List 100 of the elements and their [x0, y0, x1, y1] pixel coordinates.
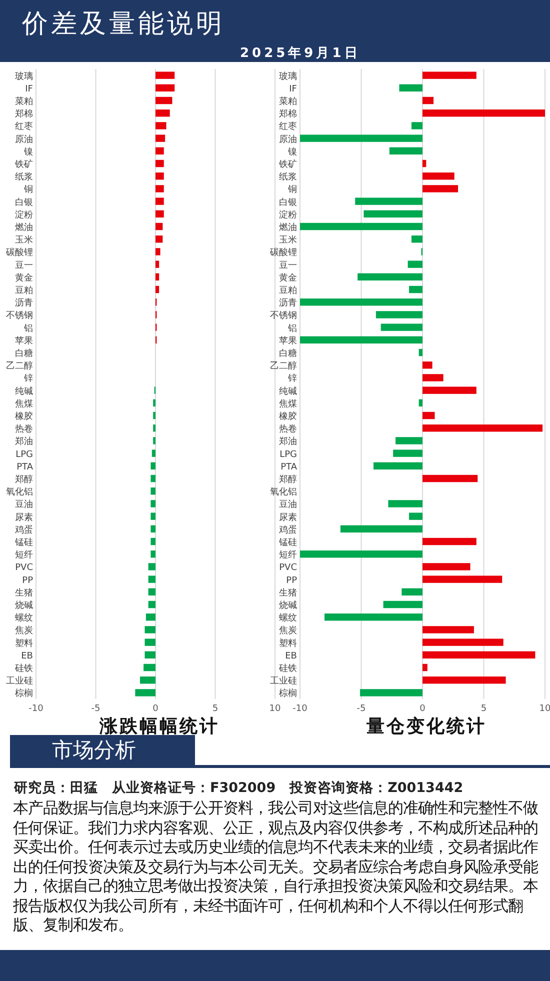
bar — [300, 336, 422, 344]
x-tick-label: -5 — [356, 704, 366, 714]
y-tick-label: 纯碱 — [279, 386, 297, 397]
bar — [135, 689, 156, 696]
y-tick-label: 纯碱 — [15, 386, 33, 397]
bar — [144, 626, 156, 634]
bar — [156, 172, 164, 180]
bar — [409, 286, 422, 294]
bar — [150, 474, 156, 482]
y-tick-label: 郑油 — [15, 436, 33, 448]
bar — [156, 198, 164, 205]
bar — [422, 172, 454, 180]
y-tick-label: 乙二醇 — [6, 360, 33, 372]
y-tick-label: 郑醇 — [15, 474, 33, 485]
bar — [355, 198, 422, 205]
bar — [150, 462, 156, 470]
bar — [411, 236, 422, 243]
bar — [144, 638, 156, 646]
bar — [150, 525, 156, 532]
y-tick-label: 乙二醇 — [270, 360, 297, 372]
bar — [300, 298, 422, 306]
bar — [380, 324, 422, 331]
bar — [411, 122, 422, 130]
y-tick-label: 玉米 — [15, 234, 33, 246]
x-tick-label: 5 — [212, 704, 218, 714]
y-tick-label: 铁矿 — [14, 159, 33, 170]
bar — [418, 348, 422, 356]
y-tick-label: 郑油 — [279, 436, 297, 448]
bar — [146, 614, 156, 621]
y-tick-label: 碳酸锂 — [269, 247, 297, 258]
y-tick-label: PVC — [15, 563, 33, 574]
y-tick-label: 豆粕 — [279, 285, 297, 296]
bar — [152, 450, 156, 457]
bar — [156, 147, 164, 154]
y-tick-label: 鸡蛋 — [278, 524, 297, 536]
bar — [364, 210, 422, 218]
y-tick-label: 塑料 — [15, 638, 33, 649]
y-tick-label: 螺纹 — [15, 612, 33, 624]
y-tick-label: IF — [25, 84, 33, 94]
x-axis-title: 量仓变化统计 — [366, 716, 486, 737]
y-tick-label: 棕榈 — [279, 688, 297, 700]
bar — [409, 512, 422, 520]
bar — [156, 122, 166, 130]
y-tick-label: 生猪 — [279, 587, 297, 598]
bar — [340, 525, 422, 532]
y-tick-label: 纸浆 — [279, 172, 297, 183]
bar — [422, 386, 476, 394]
bar — [408, 260, 422, 268]
bar — [422, 374, 444, 382]
bar — [156, 160, 164, 168]
text: 本产品数据与信息均来源于公开资料，我公司对这些信息的准确性和完整性不做任何保证。我们力求内容客观、公正，观点及内容仅供参考，不构成所述品种的买卖出价。任何表示过去或历史业绩的信息均不代表未来的业绩，交易者据此作出的任何投资决策及交易行为与本公司无关。交易者应综合考虑自身风险承受能力，依据自己的独立思考做出投资决策，自行承担投资决策风险和交易结果。本报告版权仅为我公司所有，未经书面许可，任何机构和个人不得以任何形式翻版、复制和发布。 — [13, 799, 539, 936]
y-tick-label: 玉米 — [279, 234, 297, 246]
y-tick-label: 焦煤 — [279, 398, 297, 410]
bar — [389, 147, 422, 154]
y-tick-label: 锌 — [287, 373, 297, 384]
y-tick-label: 白银 — [279, 196, 297, 208]
y-tick-label: 锰硅 — [278, 537, 297, 548]
y-tick-label: 白糖 — [15, 348, 33, 359]
y-tick-label: 尿素 — [15, 512, 33, 523]
text: 2025年9月1日 — [240, 45, 360, 62]
y-tick-label: 豆油 — [279, 499, 297, 510]
y-tick-label: 郑棉 — [15, 108, 33, 120]
text: 价差及量能说明 — [22, 8, 225, 41]
y-tick-label: 锰硅 — [14, 537, 33, 548]
y-tick-label: 菜粕 — [279, 96, 297, 107]
bar — [422, 110, 545, 117]
y-tick-label: 黄金 — [15, 272, 33, 284]
bar — [156, 185, 164, 192]
y-tick-label: 氧化铝 — [270, 486, 297, 498]
bar — [300, 222, 422, 230]
bar — [422, 412, 435, 420]
y-tick-label: 淀粉 — [15, 209, 33, 220]
bar — [150, 538, 156, 546]
y-tick-label: PVC — [279, 563, 297, 574]
y-tick-label: 工业硅 — [6, 676, 33, 687]
bar — [422, 563, 470, 570]
bar — [422, 664, 428, 672]
x-tick-label: -10 — [28, 704, 44, 714]
bar — [156, 260, 160, 268]
y-tick-label: 螺纹 — [279, 612, 297, 624]
bar — [360, 689, 422, 696]
y-tick-label: 铝 — [23, 322, 33, 334]
y-tick-label: 苹果 — [15, 335, 33, 346]
bar — [148, 600, 156, 608]
y-tick-label: LPG — [280, 450, 298, 460]
x-tick-label: -10 — [292, 704, 308, 714]
x-axis-title: 涨跌幅幅统计 — [98, 716, 220, 737]
y-tick-label: 焦炭 — [279, 625, 297, 636]
y-tick-label: 郑醇 — [279, 474, 297, 485]
bar — [324, 614, 422, 621]
y-tick-label: 短纤 — [15, 550, 33, 561]
y-tick-label: 塑料 — [279, 638, 297, 649]
text: 市场分析 — [52, 737, 136, 764]
y-tick-label: 黄金 — [279, 272, 297, 284]
y-tick-label: 焦煤 — [15, 398, 33, 410]
bar — [374, 462, 422, 470]
bar — [418, 399, 422, 406]
bar — [422, 651, 536, 658]
bar — [156, 248, 160, 256]
bar — [393, 450, 422, 457]
